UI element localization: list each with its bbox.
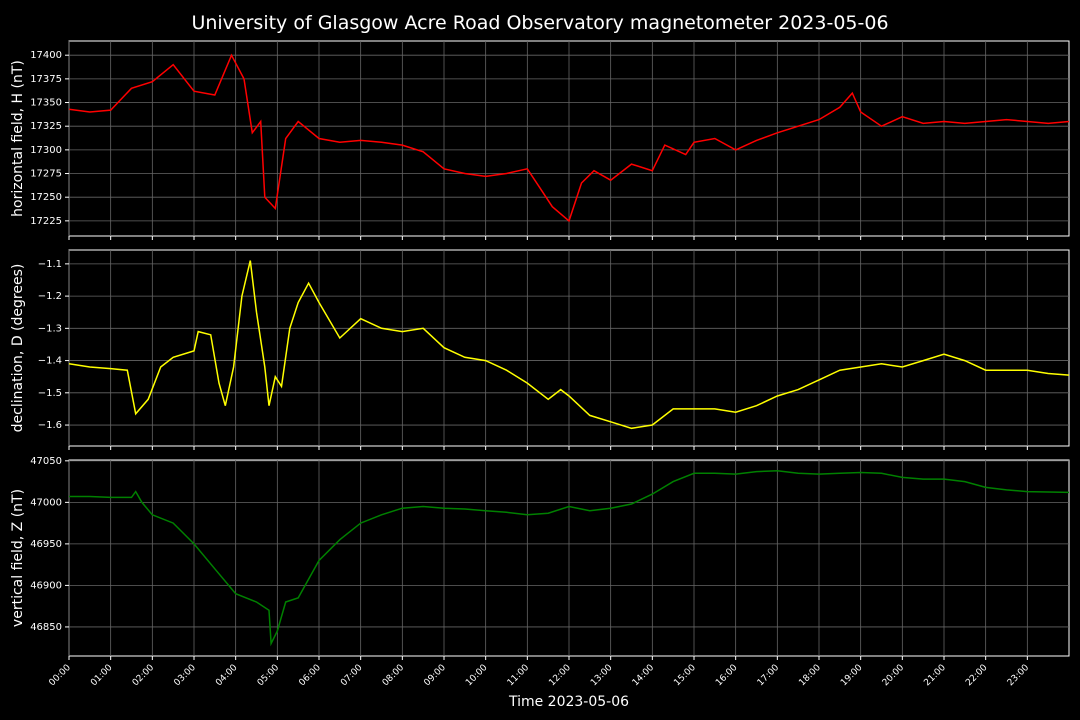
- y-tick-label: −1.6: [38, 420, 62, 431]
- x-tick-label: 21:00: [922, 663, 948, 689]
- x-tick-label: 19:00: [839, 663, 865, 689]
- x-tick-label: 02:00: [131, 663, 157, 689]
- y-tick-label: 17350: [30, 98, 62, 109]
- y-tick-label: 47050: [30, 456, 62, 467]
- x-tick-label: 16:00: [714, 663, 740, 689]
- x-tick-label: 15:00: [672, 663, 698, 689]
- x-tick-label: 12:00: [547, 663, 573, 689]
- y-tick-label: 17225: [30, 216, 62, 227]
- y-axis-label: vertical field, Z (nT): [10, 489, 26, 627]
- y-axis-label: horizontal field, H (nT): [10, 60, 26, 217]
- y-tick-label: −1.3: [38, 323, 62, 334]
- x-tick-label: 17:00: [756, 663, 782, 689]
- y-tick-label: 17325: [30, 121, 62, 132]
- data-line: [68, 260, 1070, 430]
- x-tick-label: 01:00: [89, 663, 115, 689]
- x-tick-label: 08:00: [381, 663, 407, 689]
- y-tick-label: 46850: [30, 622, 62, 633]
- x-tick-label: 00:00: [47, 663, 73, 689]
- x-tick-label: 09:00: [422, 663, 448, 689]
- y-tick-label: 47000: [30, 497, 62, 508]
- y-tick-label: 17400: [30, 50, 62, 61]
- x-tick-label: 05:00: [256, 663, 282, 689]
- figure-title: University of Glasgow Acre Road Observat…: [191, 12, 888, 34]
- x-tick-label: 18:00: [797, 663, 823, 689]
- x-tick-label: 14:00: [631, 663, 657, 689]
- data-line: [68, 53, 1070, 223]
- x-tick-label: 04:00: [214, 663, 240, 689]
- x-tick-label: 11:00: [506, 663, 532, 689]
- y-axis-label: declination, D (degrees): [10, 264, 26, 433]
- y-tick-label: 17275: [30, 169, 62, 180]
- y-tick-label: 17375: [30, 74, 62, 85]
- x-tick-label: 06:00: [297, 663, 323, 689]
- y-tick-label: 17250: [30, 192, 62, 203]
- y-tick-label: 17300: [30, 145, 62, 156]
- y-tick-label: −1.4: [38, 356, 62, 367]
- y-tick-label: 46900: [30, 580, 62, 591]
- x-tick-label: 03:00: [172, 663, 198, 689]
- y-tick-label: −1.2: [38, 291, 62, 302]
- x-tick-label: 10:00: [464, 663, 490, 689]
- x-tick-label: 20:00: [881, 663, 907, 689]
- y-tick-label: −1.5: [38, 388, 62, 399]
- x-tick-label: 22:00: [964, 663, 990, 689]
- x-tick-label: 13:00: [589, 663, 615, 689]
- x-tick-label: 07:00: [339, 663, 365, 689]
- x-tick-label: 23:00: [1006, 663, 1032, 689]
- y-tick-label: 46950: [30, 539, 62, 550]
- data-line: [69, 470, 1070, 647]
- y-tick-label: −1.1: [38, 259, 62, 270]
- x-axis-label: Time 2023-05-06: [508, 694, 629, 710]
